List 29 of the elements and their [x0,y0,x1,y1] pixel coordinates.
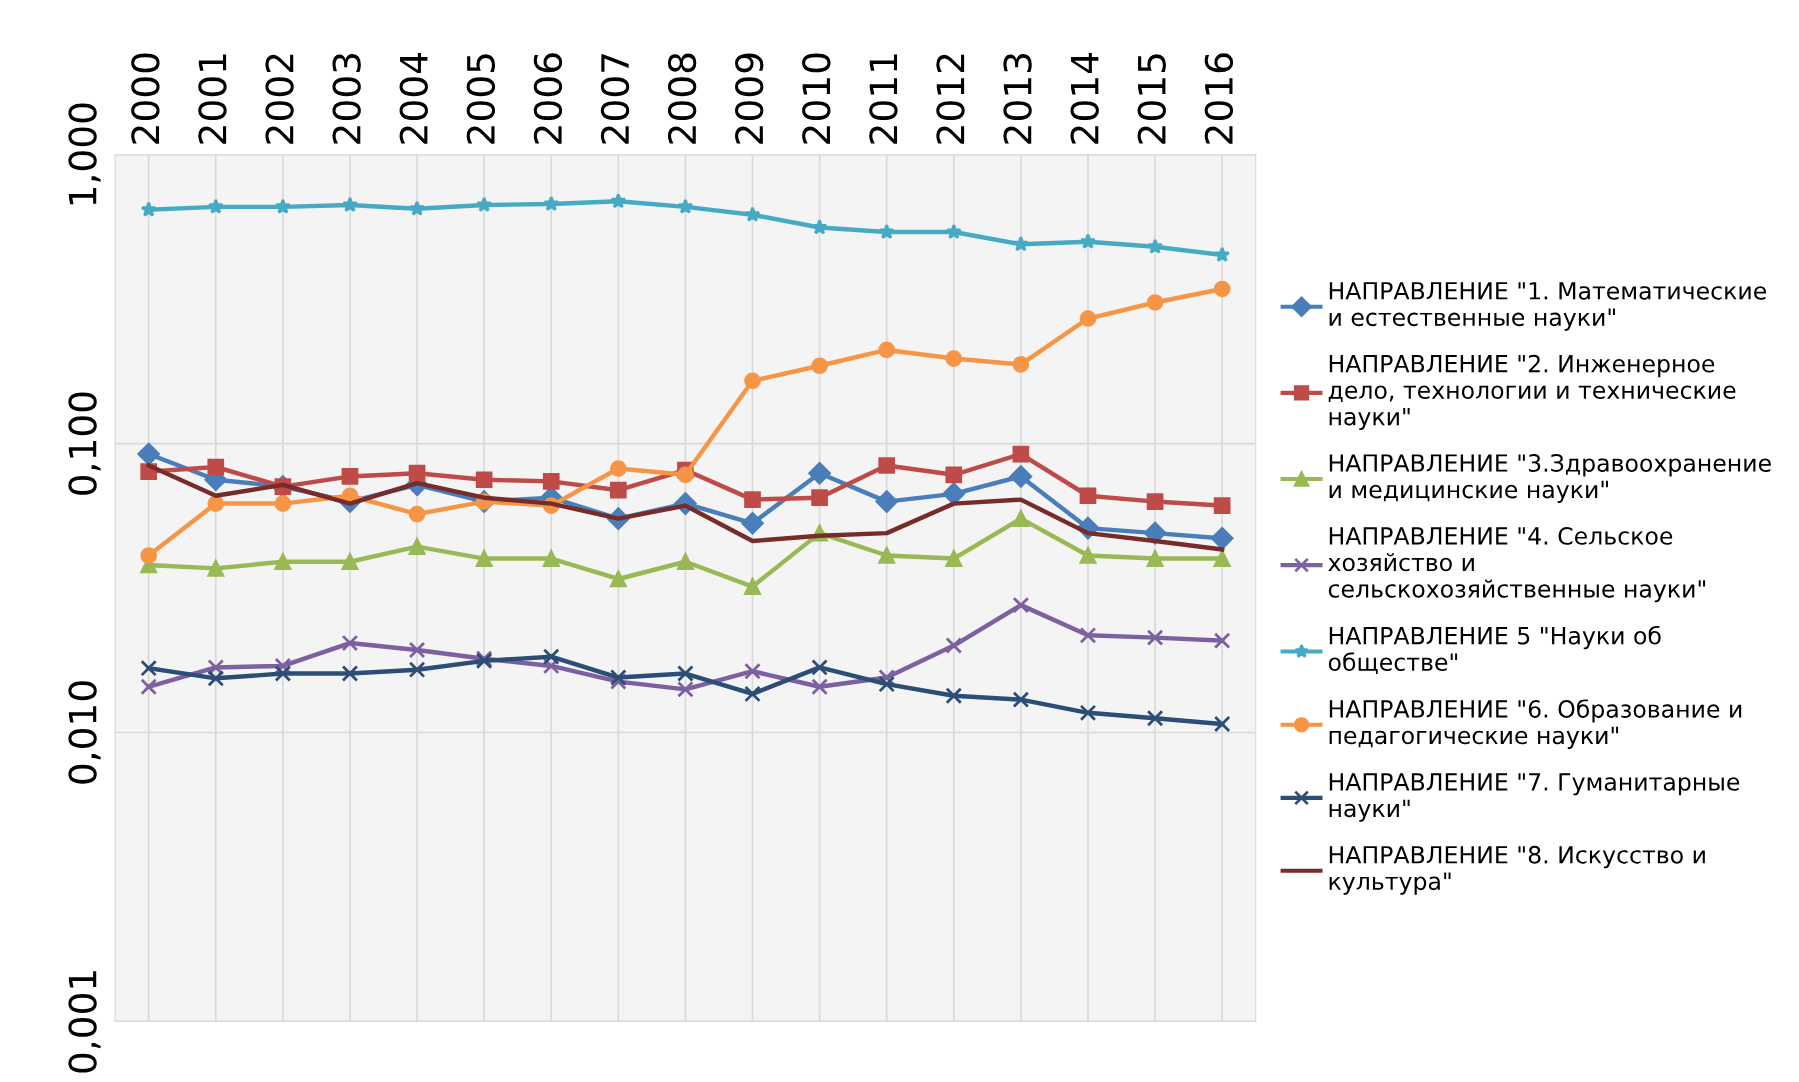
x-tick-label: 2013 [1003,53,1032,144]
x-tick-label: 2009 [735,53,764,144]
x-tick-label: 2002 [265,54,294,144]
legend-label: НАПРАВЛЕНИЕ "8. Искусство и культура" [1329,845,1705,895]
x-tick-label: 2012 [936,54,965,144]
x-tick-label: 2006 [533,53,563,144]
legend-label: НАПРАВЛЕНИЕ "4. Сельское хозяйство и сельскохозяйственные науки" [1328,526,1706,603]
x-tick-label: 2014 [1070,53,1099,144]
x-tick-label: 2011 [869,54,898,144]
x-tick-label: 2000 [131,53,160,144]
legend-label: НАПРАВЛЕНИЕ "1. Математические и естественные науки" [1329,282,1767,331]
x-tick-label: 2010 [802,53,831,144]
y-tick-label: 0,010 [68,681,101,784]
x-tick-label: 2005 [466,54,496,144]
x-tick-label: 2004 [399,53,428,144]
x-tick-label: 2001 [198,54,227,144]
y-tick-label: 1,000 [68,103,101,205]
legend-label: НАПРАВЛЕНИЕ "6. Образование и педагогические науки" [1329,699,1742,749]
x-tick-label: 2003 [332,53,361,144]
legend-label: НАПРАВЛЕНИЕ "7. Гуманитарные науки" [1329,773,1740,822]
x-tick-label: 2007 [600,54,630,144]
y-tick-label: 0,001 [68,971,101,1073]
x-tick-label: 2015 [1137,54,1166,144]
legend-label: НАПРАВЛЕНИЕ "3.Здравоохранение и медицинские науки" [1329,454,1771,503]
legend-label: НАПРАВЛЕНИЕ 5 "Науки об обществе" [1328,625,1661,674]
x-tick-label: 2016 [1204,53,1234,144]
y-tick-label: 0,100 [68,392,101,495]
legend-label: НАПРАВЛЕНИЕ "2. Инженерное дело, технологии и технические науки" [1328,354,1736,431]
x-tick-label: 2008 [667,53,697,144]
